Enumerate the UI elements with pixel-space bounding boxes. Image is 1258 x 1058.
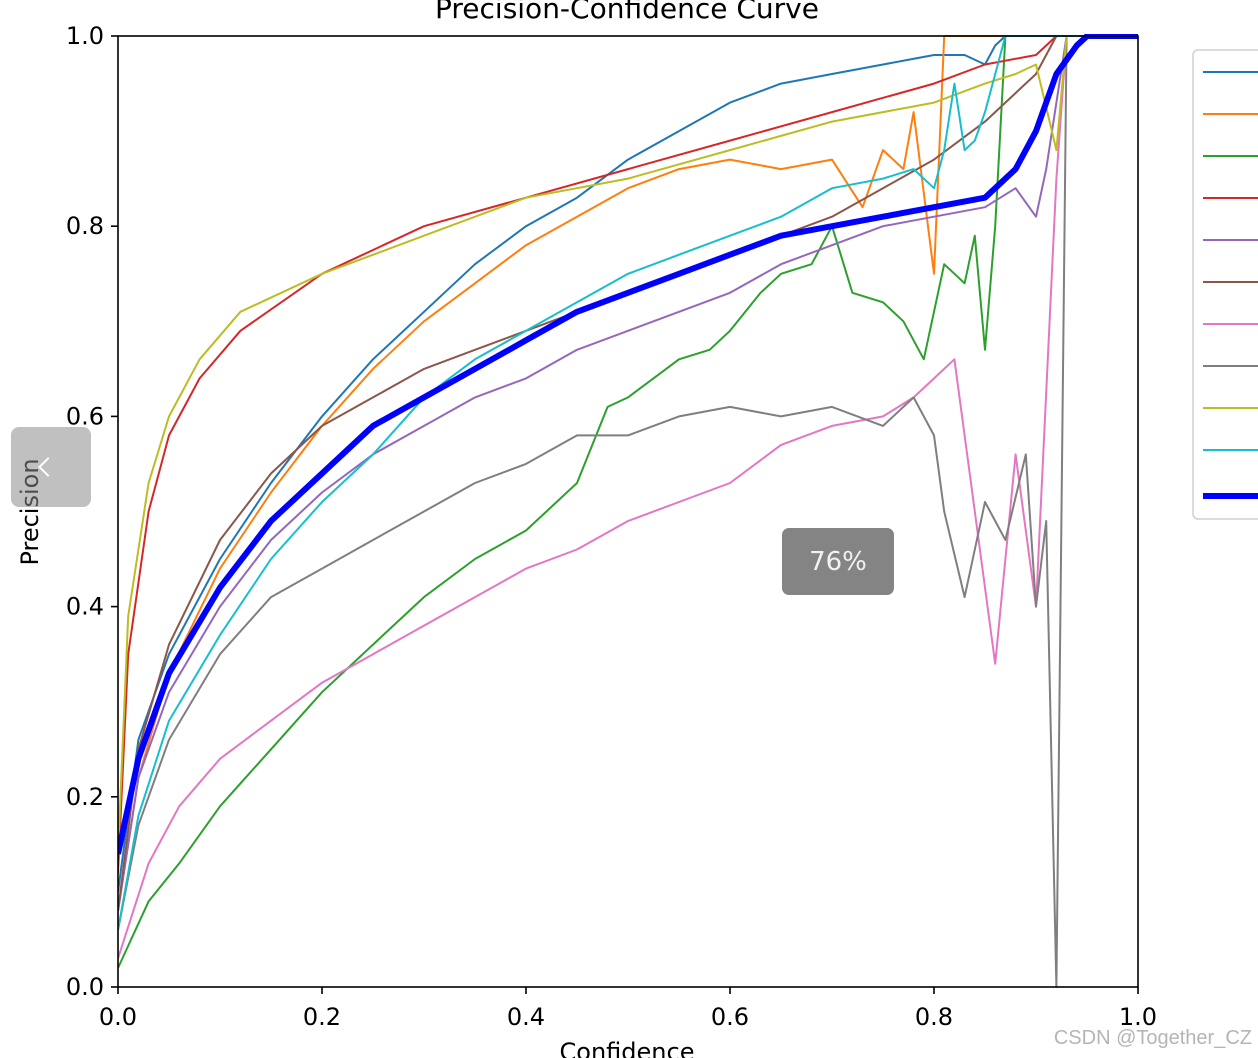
series-line-6 <box>118 35 1138 912</box>
series-line-3 <box>118 35 1138 969</box>
zoom-level-indicator: 76% <box>782 528 894 595</box>
series-line-9 <box>118 35 1138 854</box>
plot-frame <box>117 35 1139 988</box>
axes-layer: 0.0 0.2 0.4 0.6 0.8 1.0 0.0 0.2 0.4 0.6 0.8 1.0 <box>66 22 1157 1031</box>
legend <box>1192 49 1258 520</box>
watermark: CSDN @Together_CZ <box>1053 1027 1252 1049</box>
x-tick-label: 0.0 <box>99 1003 137 1031</box>
y-tick-label: 0.6 <box>66 402 104 430</box>
legend-box <box>1192 49 1258 520</box>
y-tick-label: 0.8 <box>66 212 104 240</box>
series-line-5 <box>118 35 1138 912</box>
y-tick-label: 1.0 <box>66 22 104 50</box>
series-line-2 <box>118 35 1138 912</box>
series-line-8 <box>118 35 1138 988</box>
series-line-4 <box>118 35 1138 873</box>
series-line-11 <box>118 34 1138 855</box>
chart-title: Precision-Confidence Curve <box>435 0 819 25</box>
x-axis-title: Confidence <box>560 1038 695 1058</box>
series-line-7 <box>118 35 1138 959</box>
y-tick-label: 0.0 <box>66 973 104 1001</box>
x-tick-label: 0.6 <box>711 1003 749 1031</box>
prev-image-button[interactable] <box>11 427 91 507</box>
chevron-left-icon <box>38 457 58 477</box>
series-line-10 <box>118 35 1138 931</box>
x-tick-label: 0.2 <box>303 1003 341 1031</box>
x-tick-label: 0.4 <box>507 1003 545 1031</box>
y-tick-label: 0.2 <box>66 783 104 811</box>
x-tick-label: 0.8 <box>915 1003 953 1031</box>
series-layer <box>118 34 1138 988</box>
y-tick-label: 0.4 <box>66 593 104 621</box>
x-tick-label: 1.0 <box>1119 1003 1157 1031</box>
series-line-1 <box>118 35 1138 893</box>
